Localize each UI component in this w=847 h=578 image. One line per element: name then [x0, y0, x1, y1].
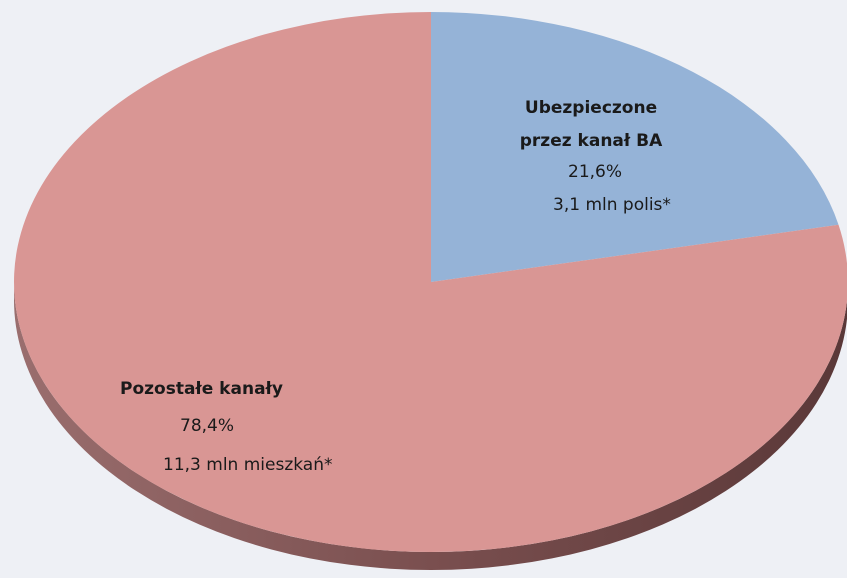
pie-slice: [14, 12, 847, 552]
slice-annotation: 11,3 mln mieszkań*: [163, 455, 333, 475]
slice-annotation: 3,1 mln polis*: [553, 195, 671, 215]
slice-percent: 78,4%: [180, 416, 235, 436]
slice-label: Ubezpieczone przez kanał BA: [519, 98, 663, 151]
slice-label: Pozostałe kanały: [120, 379, 283, 399]
pie-slice: [431, 12, 839, 282]
slice-percent: 21,6%: [568, 162, 623, 182]
